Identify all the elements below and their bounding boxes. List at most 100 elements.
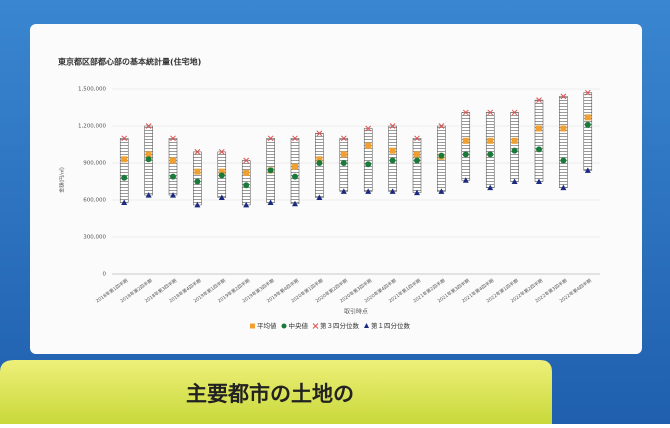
- mean-marker: [194, 168, 201, 175]
- q3-marker: [267, 135, 274, 142]
- median-marker: [487, 151, 494, 158]
- mean-marker: [414, 151, 420, 158]
- q3-marker: [145, 123, 152, 129]
- q1-marker: [365, 188, 372, 194]
- range-box: [168, 138, 178, 196]
- mean-marker: [487, 137, 494, 144]
- legend-swatch: [312, 323, 319, 329]
- banner-text: 主要都市の土地の: [186, 382, 354, 406]
- legend-label: 第３四分位数: [320, 321, 360, 330]
- median-marker: [438, 152, 445, 159]
- range-box: [290, 138, 300, 204]
- y-tick-label: 1,200,000: [78, 124, 106, 130]
- q1-marker: [218, 194, 225, 201]
- q1-marker: [414, 189, 420, 196]
- q1-marker: [316, 194, 323, 201]
- q1-marker: [536, 178, 542, 184]
- q3-marker: [487, 109, 494, 116]
- range-box: [412, 138, 422, 193]
- q1-marker: [560, 184, 567, 191]
- range-box: [363, 128, 373, 192]
- mean-marker: [462, 137, 469, 144]
- q1-marker: [462, 177, 469, 183]
- mean-marker: [511, 137, 518, 144]
- median-marker: [194, 178, 201, 185]
- q3-marker: [243, 157, 250, 164]
- q3-marker: [584, 89, 591, 96]
- q1-marker: [511, 178, 518, 184]
- q1-marker: [340, 188, 347, 194]
- x-axis-label: 取引時点: [344, 308, 368, 316]
- median-marker: [414, 157, 420, 164]
- q3-marker: [340, 135, 347, 142]
- q3-marker: [218, 149, 225, 155]
- median-marker: [584, 121, 591, 128]
- mean-marker: [218, 168, 225, 175]
- mean-marker: [170, 157, 176, 164]
- median-marker: [340, 160, 347, 166]
- q1-marker: [243, 201, 250, 208]
- q3-marker: [536, 97, 542, 103]
- q3-marker: [389, 123, 396, 129]
- median-marker: [560, 157, 567, 164]
- mean-marker: [536, 125, 542, 132]
- mean-marker: [365, 142, 372, 149]
- mean-marker: [560, 125, 567, 132]
- q3-marker: [194, 149, 201, 155]
- y-tick-label: 300,000: [83, 235, 106, 241]
- median-marker: [267, 167, 274, 174]
- median-marker: [316, 160, 323, 166]
- q3-marker: [365, 125, 372, 132]
- q3-marker: [462, 109, 469, 116]
- median-marker: [243, 182, 250, 189]
- median-marker: [536, 146, 542, 153]
- range-box: [510, 112, 519, 182]
- q3-marker: [438, 123, 445, 129]
- mean-marker: [389, 147, 396, 154]
- q3-marker: [170, 135, 176, 142]
- y-tick-label: 1,500,000: [78, 87, 106, 93]
- median-marker: [462, 151, 469, 158]
- q1-marker: [389, 188, 396, 194]
- q1-marker: [170, 192, 176, 198]
- y-tick-label: 900,000: [83, 161, 106, 167]
- legend-swatch: [250, 323, 255, 329]
- median-marker: [365, 161, 372, 168]
- banner: [0, 360, 552, 424]
- q1-marker: [292, 200, 298, 207]
- y-axis-label: 金額(円/㎡): [59, 167, 66, 193]
- y-tick-label: 0: [103, 272, 107, 278]
- card: [30, 24, 642, 354]
- y-tick-label: 600,000: [83, 198, 106, 204]
- mean-marker: [121, 156, 128, 163]
- mean-marker: [340, 151, 347, 158]
- mean-marker: [243, 169, 250, 176]
- q1-marker: [145, 192, 152, 198]
- median-marker: [170, 173, 176, 180]
- mean-marker: [316, 156, 323, 163]
- legend-swatch: [364, 323, 369, 328]
- mean-marker: [292, 163, 298, 170]
- mean-marker: [584, 114, 591, 121]
- median-marker: [121, 174, 128, 181]
- range-box: [559, 96, 568, 188]
- q1-marker: [487, 184, 494, 191]
- range-box: [485, 112, 495, 188]
- q3-marker: [560, 93, 567, 100]
- legend-label: 平均値: [257, 321, 277, 330]
- median-marker: [145, 156, 152, 163]
- q3-marker: [121, 135, 128, 142]
- range-box: [461, 112, 471, 181]
- median-marker: [218, 172, 225, 179]
- legend-label: 第１四分位数: [371, 321, 411, 330]
- legend-swatch: [281, 323, 287, 329]
- range-box: [193, 151, 202, 206]
- median-marker: [511, 147, 518, 154]
- q1-marker: [121, 199, 128, 205]
- range-box: [534, 99, 544, 182]
- q1-marker: [267, 199, 274, 205]
- q3-marker: [511, 109, 518, 116]
- chart-title: 東京都区部都心部の基本統計量(住宅地): [58, 57, 201, 67]
- median-marker: [292, 173, 298, 180]
